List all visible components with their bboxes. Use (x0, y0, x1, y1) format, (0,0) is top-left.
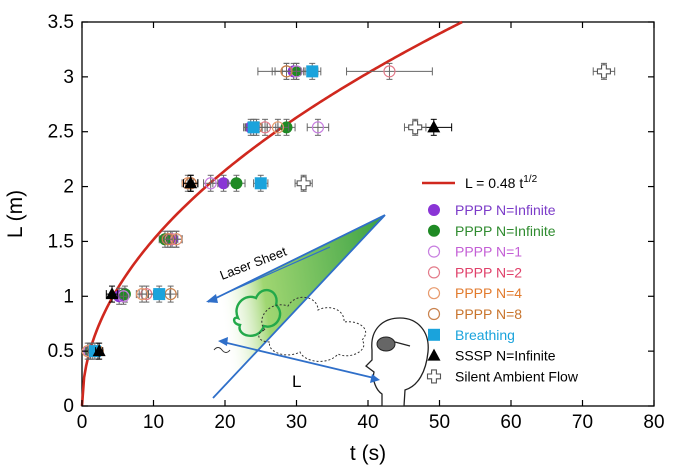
data-point (427, 120, 441, 133)
legend-fit-text: L = 0.48 t (465, 175, 523, 191)
legend-label: SSSP N=Infinite (455, 348, 556, 364)
legend-label: PPPP N=2 (455, 264, 522, 280)
legend-marker (426, 369, 442, 384)
x-tick-label: 80 (643, 412, 664, 433)
data-point (92, 344, 106, 357)
x-tick-label: 20 (214, 412, 235, 433)
legend-marker (428, 328, 440, 341)
exhaled-breath-puff (258, 296, 367, 362)
legend-marker (427, 245, 441, 258)
legend-label: PPPP N=Infinite (455, 223, 556, 239)
legend: L = 0.48 t1/2 PPPP N=Infinite PPPP N=Infin… (422, 174, 579, 384)
laser-sheet-illustration: Laser Sheet L (206, 214, 429, 407)
y-tick-label: 1 (63, 286, 74, 307)
data-point (383, 65, 396, 78)
legend-label: Breathing (455, 327, 515, 343)
data-point (105, 287, 119, 300)
x-tick-label: 50 (429, 412, 450, 433)
legend-marker (427, 266, 441, 279)
data-layer (81, 62, 616, 360)
legend-label: Silent Ambient Flow (455, 368, 579, 384)
legend-label: PPPP N=1 (455, 244, 522, 260)
laser-sheet-edge-bottom (212, 214, 386, 399)
laser-arrow-shaft (212, 246, 331, 300)
data-point (280, 65, 293, 78)
fit-curve (80, 20, 463, 407)
y-tick-label: 2.5 (48, 122, 74, 143)
fit-layer (80, 20, 463, 407)
goggles (376, 336, 396, 352)
legend-marker (427, 307, 441, 321)
particle-cloud-in-sheet (232, 288, 282, 337)
data-point (254, 177, 267, 190)
data-point (408, 120, 423, 135)
data-point (296, 176, 311, 191)
y-tick-label: 2 (63, 177, 74, 198)
laser-sheet-wedge (208, 215, 385, 398)
x-tick-label: 40 (357, 412, 378, 433)
legend-marker (427, 287, 441, 300)
y-tick-label: 0.5 (48, 341, 74, 362)
data-point (135, 287, 149, 301)
data-point (596, 64, 612, 79)
axis-layer: 0 10 20 30 40 50 60 70 80 0 0.5 1 1.5 2 2.5 3 3.5 (48, 12, 665, 433)
plot-frame (81, 21, 655, 407)
data-point (311, 121, 325, 134)
x-tick-label: 70 (572, 412, 593, 433)
x-tick-label: 30 (286, 412, 307, 433)
data-point (306, 65, 319, 78)
goggle-strap (394, 341, 411, 347)
x-axis-label: t (s) (350, 442, 386, 465)
y-tick-label: 1.5 (48, 231, 74, 252)
distance-arrow-shaft (222, 341, 375, 379)
x-tick-label: 0 (77, 412, 88, 433)
y-tick-label: 3.5 (48, 12, 74, 33)
x-tick-label: 10 (143, 412, 164, 433)
y-tick-label: 0 (63, 396, 74, 417)
wave-squiggle (213, 347, 231, 353)
data-point (153, 288, 166, 301)
legend-fit-label: L = 0.48 t1/2 (465, 174, 538, 191)
data-point (247, 121, 260, 134)
data-point (271, 121, 285, 134)
y-axis-label: L (m) (4, 190, 27, 238)
laser-arrow-head (206, 294, 218, 303)
data-point (184, 176, 198, 189)
distance-label: L (292, 372, 301, 391)
legend-label: PPPP N=4 (455, 285, 522, 301)
legend-label: PPPP N=Infinite (455, 202, 556, 218)
legend-marker (427, 348, 441, 361)
x-tick-label: 60 (500, 412, 521, 433)
data-point (204, 177, 217, 190)
legend-marker (428, 204, 440, 216)
data-point (161, 233, 174, 246)
data-point (230, 177, 243, 190)
legend-fit-exponent: 1/2 (523, 174, 537, 185)
distance-arrow-head-left (218, 337, 228, 346)
y-tick-label: 3 (63, 67, 74, 88)
legend-label: PPPP N=8 (455, 306, 522, 322)
legend-marker (428, 224, 440, 237)
distance-arrow-head-right (370, 374, 380, 383)
person-head-outline (365, 317, 429, 407)
